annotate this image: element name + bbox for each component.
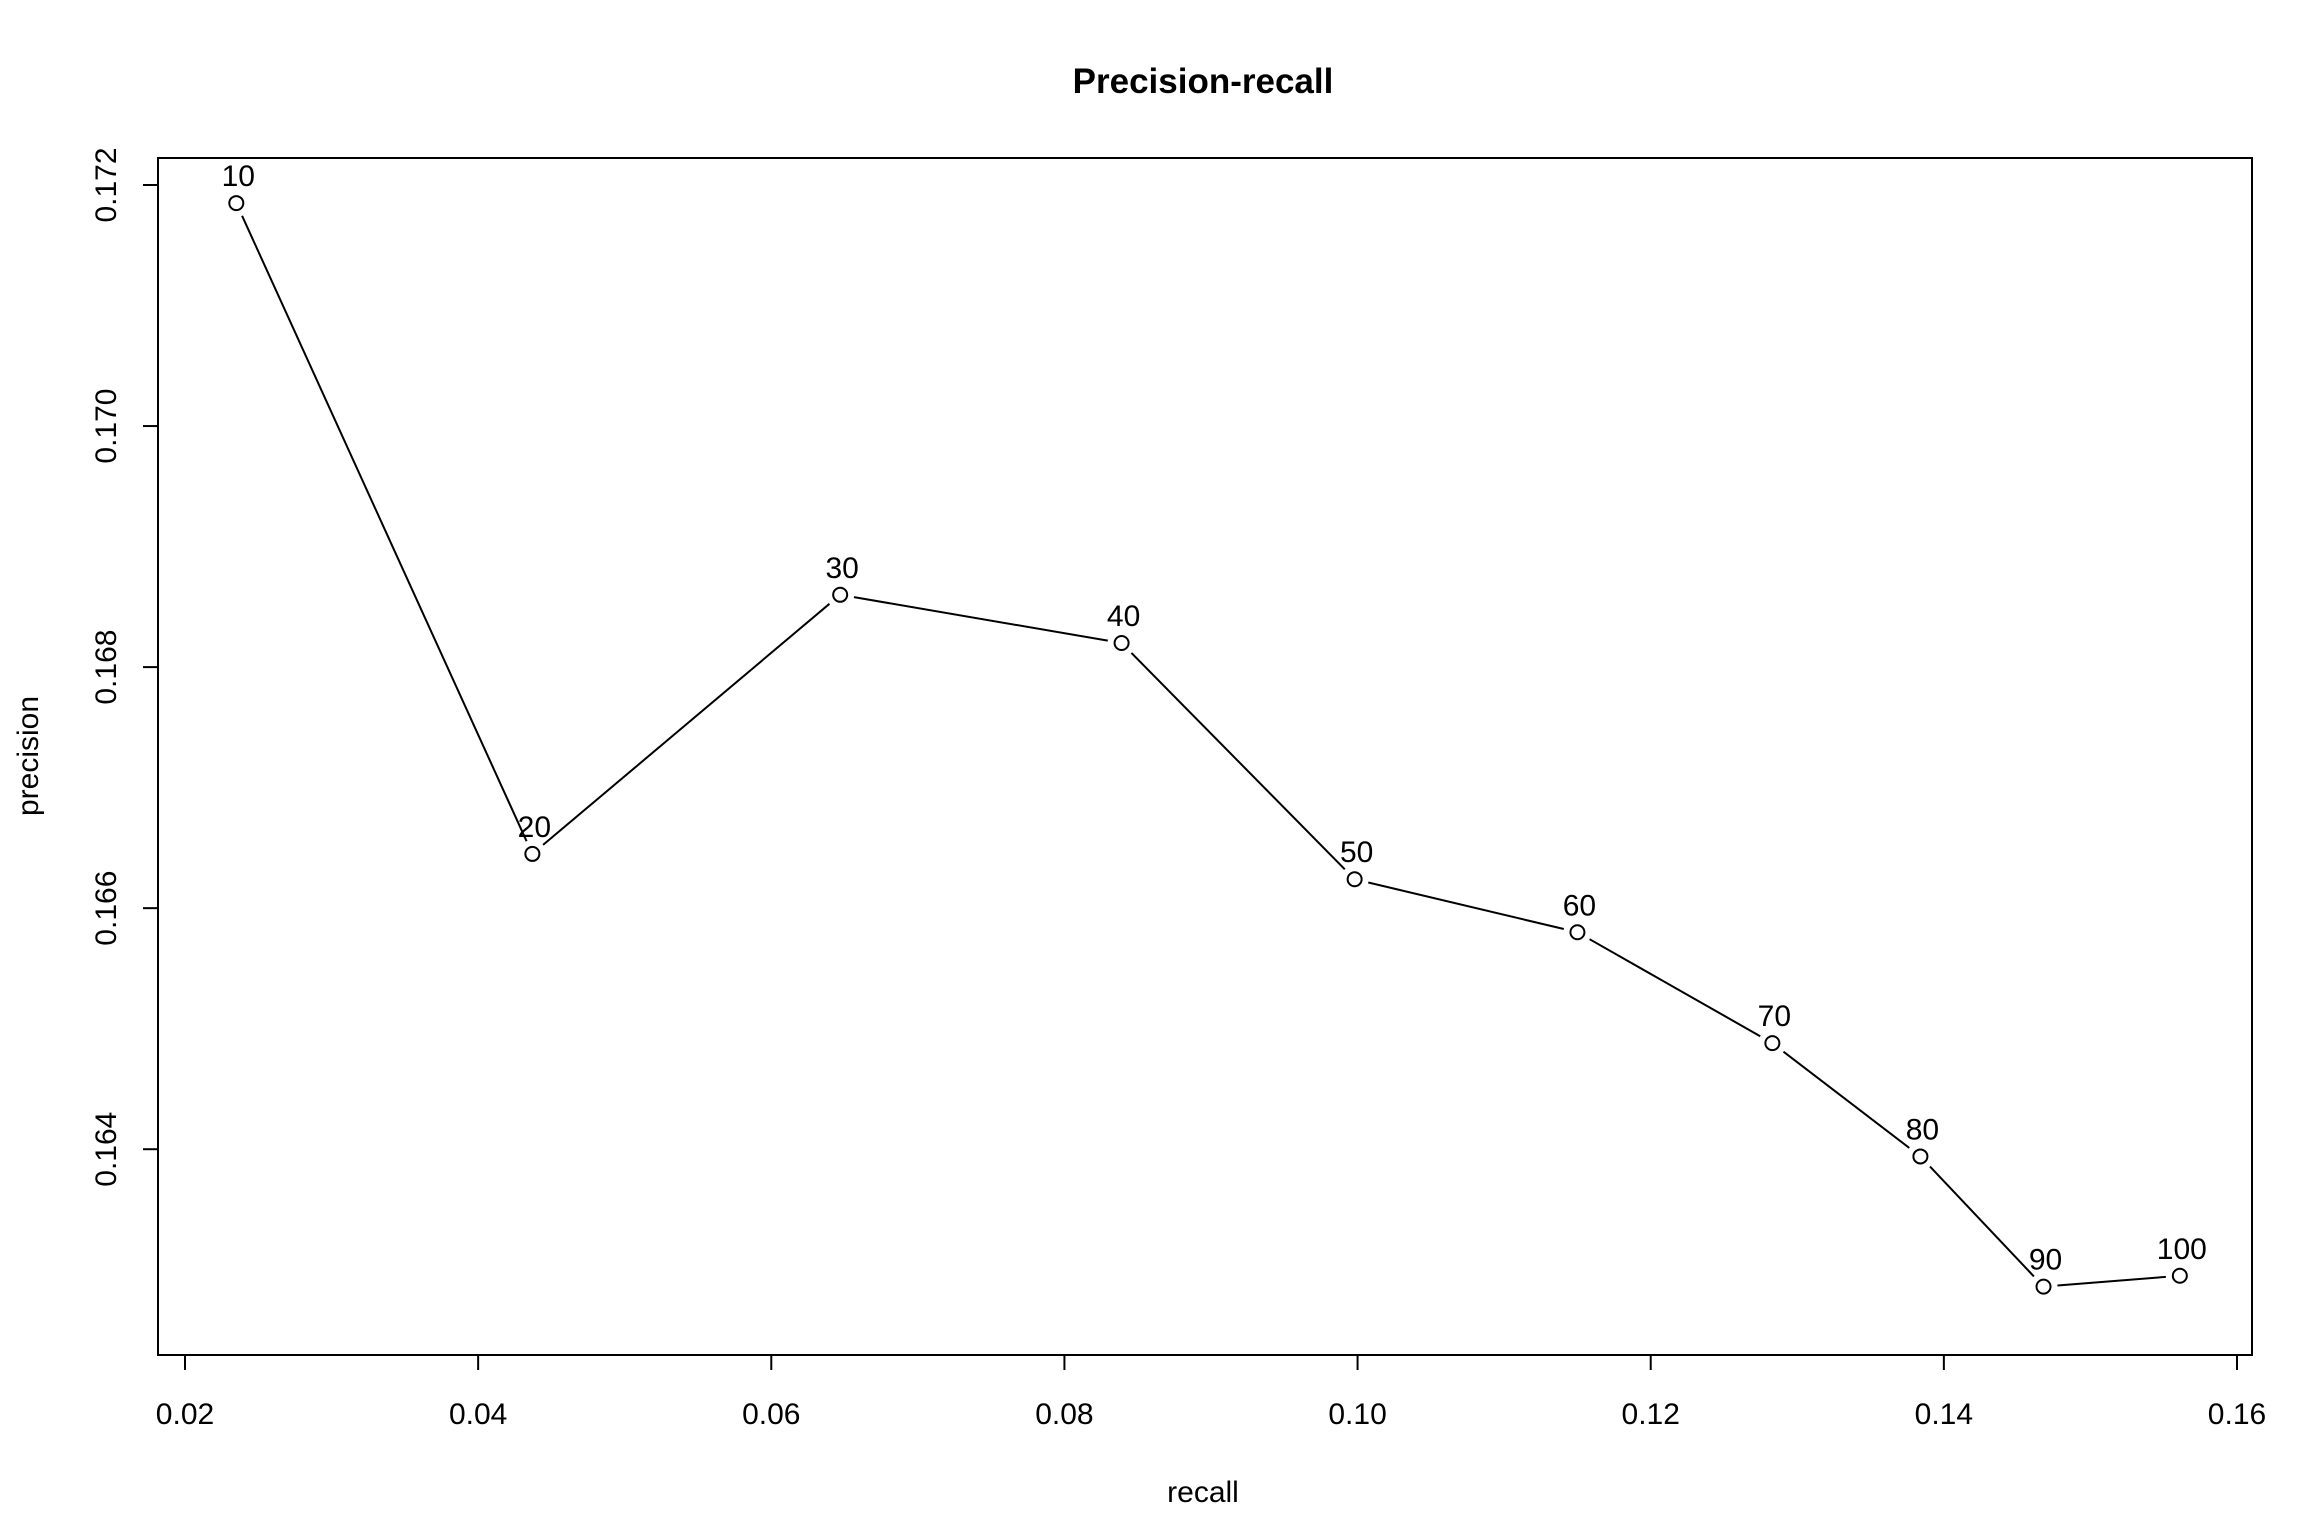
series-segment — [542, 603, 831, 846]
series-segment — [241, 215, 528, 842]
x-tick-label: 0.04 — [449, 1398, 507, 1431]
x-tick-label: 0.10 — [1328, 1398, 1386, 1431]
series-segment — [1929, 1165, 2035, 1278]
point-label: 10 — [222, 160, 255, 193]
y-tick-label: 0.170 — [90, 389, 123, 464]
data-point — [1569, 924, 1586, 941]
x-tick-label: 0.02 — [156, 1398, 214, 1431]
point-label: 70 — [1758, 1000, 1791, 1033]
y-tick-label: 0.166 — [90, 871, 123, 946]
point-label: 100 — [2157, 1233, 2207, 1266]
series-precision: 10 20 30 40 50 60 70 80 90 100 — [222, 160, 2207, 1295]
y-tick-label: 0.168 — [90, 630, 123, 705]
series-segment — [1782, 1050, 1910, 1149]
point-label: 80 — [1906, 1113, 1939, 1146]
x-tick-label: 0.14 — [1915, 1398, 1973, 1431]
y-axis-label: precision — [12, 696, 45, 816]
point-label: 20 — [518, 811, 551, 844]
point-label: 40 — [1107, 600, 1140, 633]
point-label: 50 — [1340, 836, 1373, 869]
data-point — [524, 845, 541, 862]
series-segment — [1589, 938, 1761, 1038]
y-tick-label: 0.172 — [90, 147, 123, 222]
chart-title: Precision-recall — [1073, 62, 1334, 101]
data-point — [1912, 1148, 1929, 1165]
data-point — [832, 586, 849, 603]
series-segment — [2057, 1275, 2166, 1287]
series-segment — [1130, 652, 1346, 870]
x-axis: 0.02 0.04 0.06 0.08 0.10 0.12 0.14 0.16 — [156, 1354, 2266, 1431]
point-label: 30 — [825, 552, 858, 585]
point-label: 90 — [2029, 1244, 2062, 1277]
data-point — [1764, 1035, 1781, 1052]
data-point — [2035, 1278, 2052, 1295]
y-axis: 0.164 0.166 0.168 0.170 0.172 — [90, 147, 159, 1187]
y-tick-label: 0.164 — [90, 1112, 123, 1187]
x-tick-label: 0.06 — [742, 1398, 800, 1431]
x-tick-label: 0.08 — [1035, 1398, 1093, 1431]
series-segment — [1368, 881, 1565, 930]
data-point — [1113, 635, 1130, 651]
x-tick-label: 0.16 — [2208, 1398, 2266, 1431]
data-point — [1346, 871, 1363, 888]
series-segment — [853, 596, 1108, 642]
point-label: 60 — [1563, 889, 1596, 922]
x-tick-label: 0.12 — [1622, 1398, 1680, 1431]
x-axis-label: recall — [1167, 1476, 1239, 1509]
data-point — [228, 195, 245, 212]
data-point — [2171, 1267, 2188, 1284]
